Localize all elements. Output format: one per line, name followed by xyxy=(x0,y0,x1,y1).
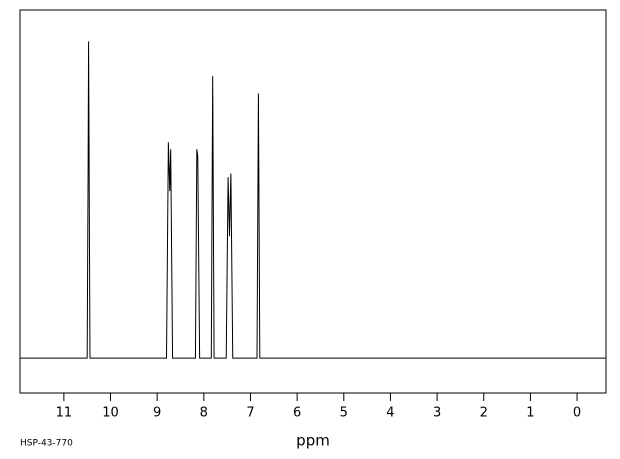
spectrum-line xyxy=(20,41,606,359)
x-tick-label: 4 xyxy=(386,406,394,421)
x-tick-label: 10 xyxy=(102,406,119,421)
x-axis-label: ppm xyxy=(296,432,330,450)
x-tick-label: 0 xyxy=(573,406,581,421)
x-tick-label: 11 xyxy=(56,406,73,421)
plot-frame xyxy=(19,9,607,394)
x-tick-label: 3 xyxy=(433,406,441,421)
x-tick-label: 9 xyxy=(153,406,161,421)
x-tick-label: 7 xyxy=(246,406,254,421)
x-tick-label: 2 xyxy=(480,406,488,421)
footnote: HSP-43-770 xyxy=(20,439,73,449)
x-tick-label: 6 xyxy=(293,406,301,421)
x-tick-label: 1 xyxy=(526,406,534,421)
x-tick-label: 8 xyxy=(200,406,208,421)
x-tick-label: 5 xyxy=(340,406,348,421)
